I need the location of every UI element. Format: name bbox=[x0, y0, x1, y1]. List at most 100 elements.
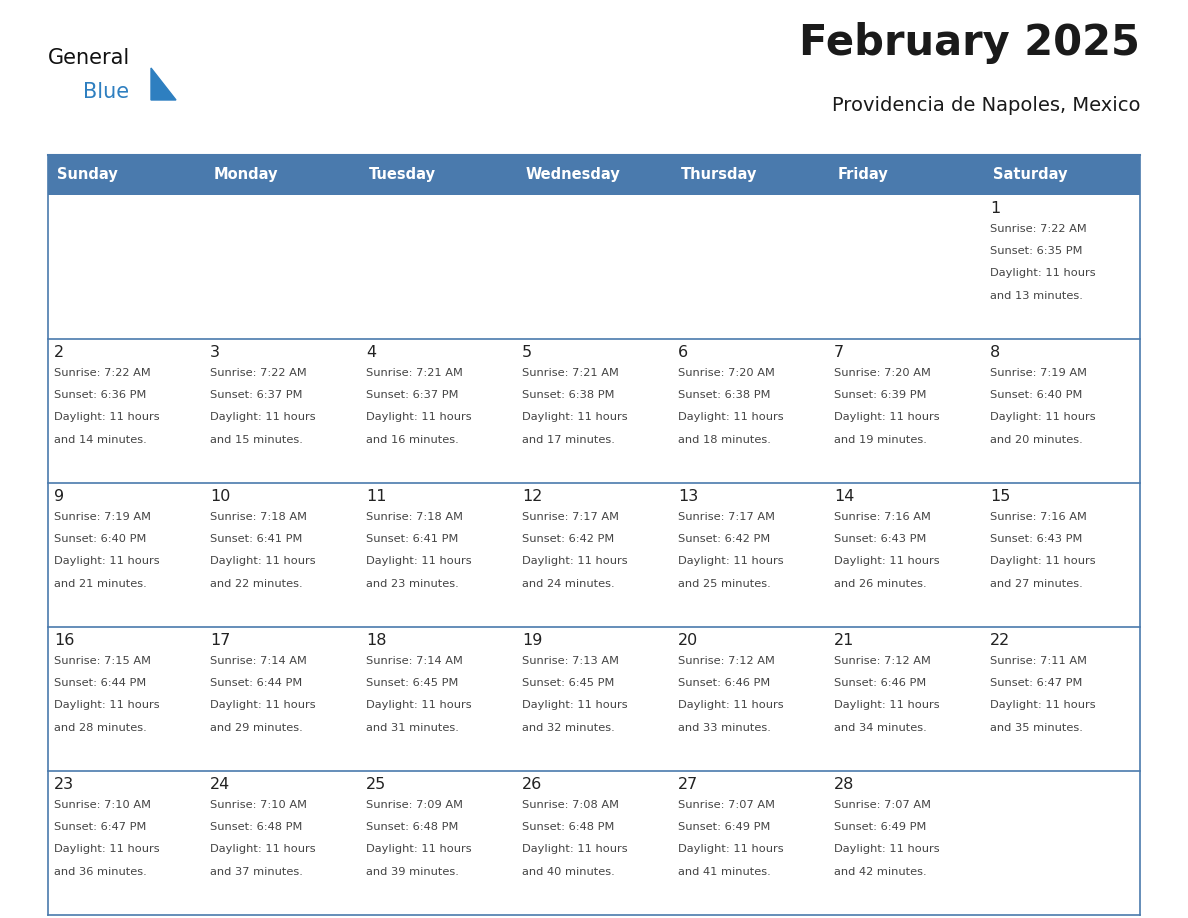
Text: and 34 minutes.: and 34 minutes. bbox=[834, 722, 927, 733]
Text: Blue: Blue bbox=[83, 82, 129, 102]
Text: Sunset: 6:47 PM: Sunset: 6:47 PM bbox=[55, 823, 146, 832]
Text: and 26 minutes.: and 26 minutes. bbox=[834, 578, 927, 588]
Text: Daylight: 11 hours: Daylight: 11 hours bbox=[991, 556, 1095, 566]
Text: Sunset: 6:38 PM: Sunset: 6:38 PM bbox=[523, 390, 614, 400]
Text: and 32 minutes.: and 32 minutes. bbox=[523, 722, 615, 733]
Text: 24: 24 bbox=[210, 777, 230, 791]
Text: Daylight: 11 hours: Daylight: 11 hours bbox=[834, 412, 940, 422]
Text: Sunset: 6:41 PM: Sunset: 6:41 PM bbox=[210, 534, 303, 544]
Text: Friday: Friday bbox=[838, 167, 889, 183]
Text: Saturday: Saturday bbox=[993, 167, 1068, 183]
Text: and 42 minutes.: and 42 minutes. bbox=[834, 867, 927, 877]
Text: 2: 2 bbox=[55, 345, 64, 360]
Text: 19: 19 bbox=[523, 633, 543, 648]
Text: 7: 7 bbox=[834, 345, 845, 360]
Text: Daylight: 11 hours: Daylight: 11 hours bbox=[366, 556, 472, 566]
Text: 21: 21 bbox=[834, 633, 854, 648]
Text: 5: 5 bbox=[523, 345, 532, 360]
Text: Sunrise: 7:16 AM: Sunrise: 7:16 AM bbox=[991, 512, 1087, 521]
Text: Sunset: 6:41 PM: Sunset: 6:41 PM bbox=[366, 534, 459, 544]
Text: Sunrise: 7:21 AM: Sunrise: 7:21 AM bbox=[366, 368, 463, 378]
Text: Tuesday: Tuesday bbox=[369, 167, 436, 183]
Text: February 2025: February 2025 bbox=[800, 21, 1140, 63]
Text: 17: 17 bbox=[210, 633, 230, 648]
Text: Sunset: 6:40 PM: Sunset: 6:40 PM bbox=[55, 534, 146, 544]
Text: Daylight: 11 hours: Daylight: 11 hours bbox=[523, 412, 628, 422]
Text: Sunset: 6:44 PM: Sunset: 6:44 PM bbox=[210, 678, 303, 688]
Text: Sunrise: 7:12 AM: Sunrise: 7:12 AM bbox=[834, 655, 931, 666]
Text: 18: 18 bbox=[366, 633, 387, 648]
Text: General: General bbox=[48, 48, 131, 68]
Text: Sunrise: 7:11 AM: Sunrise: 7:11 AM bbox=[991, 655, 1087, 666]
Text: and 41 minutes.: and 41 minutes. bbox=[678, 867, 771, 877]
Text: and 40 minutes.: and 40 minutes. bbox=[523, 867, 615, 877]
Text: 14: 14 bbox=[834, 488, 854, 504]
Text: Sunset: 6:42 PM: Sunset: 6:42 PM bbox=[678, 534, 771, 544]
Text: Thursday: Thursday bbox=[682, 167, 758, 183]
Text: Sunrise: 7:07 AM: Sunrise: 7:07 AM bbox=[834, 800, 931, 810]
Text: Sunset: 6:48 PM: Sunset: 6:48 PM bbox=[366, 823, 459, 832]
Text: Sunset: 6:44 PM: Sunset: 6:44 PM bbox=[55, 678, 146, 688]
Text: and 23 minutes.: and 23 minutes. bbox=[366, 578, 459, 588]
Text: and 19 minutes.: and 19 minutes. bbox=[834, 435, 927, 444]
Text: Sunrise: 7:22 AM: Sunrise: 7:22 AM bbox=[210, 368, 307, 378]
Text: and 35 minutes.: and 35 minutes. bbox=[991, 722, 1083, 733]
Text: Monday: Monday bbox=[214, 167, 278, 183]
Text: 11: 11 bbox=[366, 488, 387, 504]
Text: and 39 minutes.: and 39 minutes. bbox=[366, 867, 459, 877]
Text: Sunrise: 7:18 AM: Sunrise: 7:18 AM bbox=[366, 512, 463, 521]
Text: and 20 minutes.: and 20 minutes. bbox=[991, 435, 1083, 444]
Text: Sunrise: 7:19 AM: Sunrise: 7:19 AM bbox=[991, 368, 1087, 378]
Text: Daylight: 11 hours: Daylight: 11 hours bbox=[210, 700, 316, 711]
Text: 28: 28 bbox=[834, 777, 854, 791]
Text: Sunrise: 7:17 AM: Sunrise: 7:17 AM bbox=[678, 512, 776, 521]
Text: Sunset: 6:43 PM: Sunset: 6:43 PM bbox=[991, 534, 1082, 544]
Text: Daylight: 11 hours: Daylight: 11 hours bbox=[366, 412, 472, 422]
Text: and 37 minutes.: and 37 minutes. bbox=[210, 867, 303, 877]
Text: 1: 1 bbox=[991, 201, 1000, 216]
Text: 20: 20 bbox=[678, 633, 699, 648]
Text: Sunset: 6:48 PM: Sunset: 6:48 PM bbox=[523, 823, 614, 832]
Text: Sunrise: 7:09 AM: Sunrise: 7:09 AM bbox=[366, 800, 463, 810]
Text: Daylight: 11 hours: Daylight: 11 hours bbox=[991, 412, 1095, 422]
Text: Sunrise: 7:14 AM: Sunrise: 7:14 AM bbox=[210, 655, 308, 666]
Text: Sunrise: 7:17 AM: Sunrise: 7:17 AM bbox=[523, 512, 619, 521]
Text: Sunrise: 7:18 AM: Sunrise: 7:18 AM bbox=[210, 512, 308, 521]
Text: Wednesday: Wednesday bbox=[525, 167, 620, 183]
Text: 13: 13 bbox=[678, 488, 699, 504]
Text: Daylight: 11 hours: Daylight: 11 hours bbox=[55, 700, 160, 711]
Text: Daylight: 11 hours: Daylight: 11 hours bbox=[834, 556, 940, 566]
Text: Sunset: 6:36 PM: Sunset: 6:36 PM bbox=[55, 390, 146, 400]
Text: Sunset: 6:47 PM: Sunset: 6:47 PM bbox=[991, 678, 1082, 688]
Text: Sunrise: 7:20 AM: Sunrise: 7:20 AM bbox=[678, 368, 775, 378]
Text: Providencia de Napoles, Mexico: Providencia de Napoles, Mexico bbox=[832, 95, 1140, 115]
Text: Sunset: 6:48 PM: Sunset: 6:48 PM bbox=[210, 823, 303, 832]
Text: Sunset: 6:43 PM: Sunset: 6:43 PM bbox=[834, 534, 927, 544]
Text: Sunset: 6:45 PM: Sunset: 6:45 PM bbox=[523, 678, 614, 688]
Text: Sunset: 6:40 PM: Sunset: 6:40 PM bbox=[991, 390, 1082, 400]
Text: Daylight: 11 hours: Daylight: 11 hours bbox=[55, 845, 160, 855]
Text: Sunrise: 7:15 AM: Sunrise: 7:15 AM bbox=[55, 655, 151, 666]
Text: 16: 16 bbox=[55, 633, 75, 648]
Text: Sunset: 6:42 PM: Sunset: 6:42 PM bbox=[523, 534, 614, 544]
Text: Sunset: 6:46 PM: Sunset: 6:46 PM bbox=[834, 678, 927, 688]
Text: Daylight: 11 hours: Daylight: 11 hours bbox=[523, 845, 628, 855]
Text: Sunrise: 7:22 AM: Sunrise: 7:22 AM bbox=[991, 224, 1087, 234]
Text: Sunrise: 7:10 AM: Sunrise: 7:10 AM bbox=[55, 800, 151, 810]
Text: Daylight: 11 hours: Daylight: 11 hours bbox=[210, 412, 316, 422]
Text: Sunset: 6:37 PM: Sunset: 6:37 PM bbox=[210, 390, 303, 400]
Text: and 17 minutes.: and 17 minutes. bbox=[523, 435, 615, 444]
Text: Sunrise: 7:10 AM: Sunrise: 7:10 AM bbox=[210, 800, 308, 810]
Text: 3: 3 bbox=[210, 345, 220, 360]
Text: 10: 10 bbox=[210, 488, 230, 504]
Text: Sunrise: 7:21 AM: Sunrise: 7:21 AM bbox=[523, 368, 619, 378]
Text: and 28 minutes.: and 28 minutes. bbox=[55, 722, 147, 733]
Text: Sunday: Sunday bbox=[57, 167, 118, 183]
Text: Daylight: 11 hours: Daylight: 11 hours bbox=[55, 412, 160, 422]
Text: and 13 minutes.: and 13 minutes. bbox=[991, 291, 1083, 301]
Text: Sunset: 6:49 PM: Sunset: 6:49 PM bbox=[834, 823, 927, 832]
Text: Sunset: 6:49 PM: Sunset: 6:49 PM bbox=[678, 823, 771, 832]
Text: 26: 26 bbox=[523, 777, 543, 791]
Text: and 22 minutes.: and 22 minutes. bbox=[210, 578, 303, 588]
Text: Sunrise: 7:20 AM: Sunrise: 7:20 AM bbox=[834, 368, 931, 378]
